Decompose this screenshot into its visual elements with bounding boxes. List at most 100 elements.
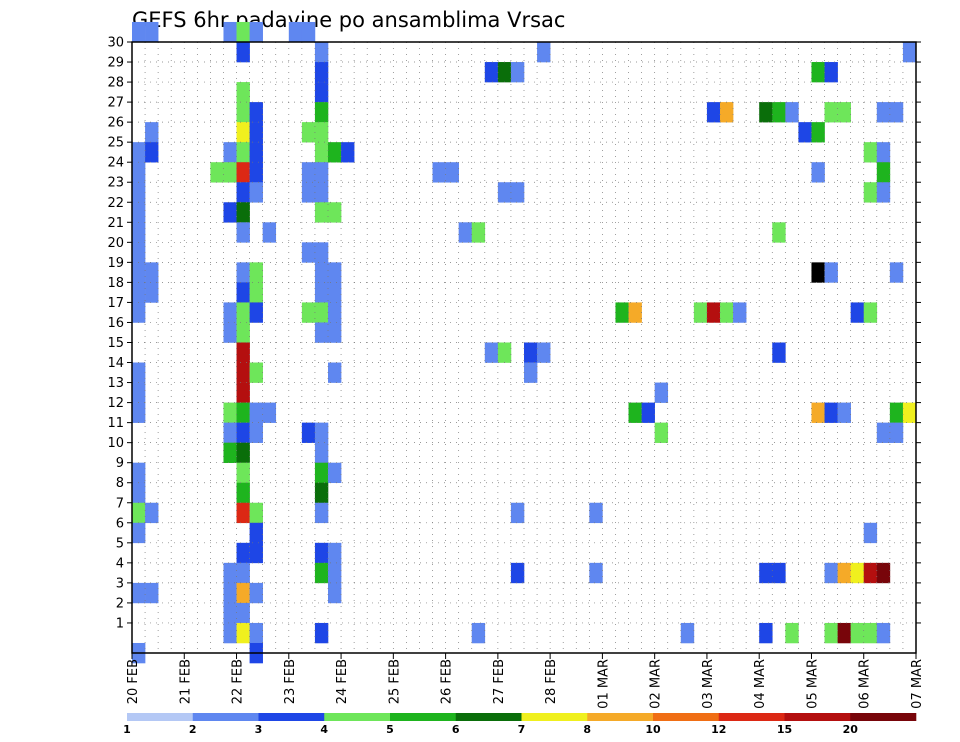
heatmap-cell (132, 502, 146, 524)
heatmap-cell (236, 182, 250, 203)
x-tick-label: 04 MAR (753, 659, 768, 709)
heatmap-cell (759, 102, 773, 123)
heatmap-cell (236, 202, 250, 223)
x-tick-label-group: 26 FEB (440, 659, 455, 704)
colorbar-swatch (850, 713, 917, 721)
heatmap-cell (824, 622, 838, 644)
y-tick-label: 27 (107, 96, 124, 111)
heatmap-cell (132, 202, 146, 223)
heatmap-cell (328, 542, 342, 564)
heatmap-cell (733, 302, 747, 323)
heatmap-cell (876, 142, 891, 163)
heatmap-cell (720, 302, 734, 323)
heatmap-cell (876, 562, 891, 584)
x-tick-label: 22 FEB (231, 659, 246, 704)
colorbar-swatch (127, 713, 194, 721)
colorbar-label: 8 (583, 723, 591, 736)
x-tick-label: 25 FEB (387, 659, 402, 704)
y-tick-label: 4 (116, 556, 124, 571)
heatmap-cell (132, 382, 146, 403)
plot-frame (131, 41, 917, 654)
heatmap-cell (811, 122, 825, 143)
heatmap-cell (223, 622, 237, 644)
heatmap-cell (314, 122, 329, 143)
heatmap-cell (458, 222, 473, 243)
heatmap-cell (328, 142, 342, 163)
heatmap-cell (654, 422, 669, 443)
y-tick-label: 13 (107, 376, 124, 391)
heatmap-cell (223, 442, 237, 463)
heatmap-cell (249, 302, 263, 323)
heatmap-cell (223, 602, 237, 624)
heatmap-cell (236, 402, 250, 423)
colorbar: 1 2 3 4 5 6 7 8 10 12 15 20 (123, 713, 917, 736)
colorbar-swatch (455, 713, 522, 721)
heatmap-cell (328, 282, 342, 303)
heatmap-cells (132, 21, 917, 664)
heatmap-cell (301, 242, 316, 263)
heatmap-cell (876, 162, 891, 183)
heatmap-cell (720, 102, 734, 123)
x-tick-label: 03 MAR (701, 659, 716, 709)
x-tick-label: 26 FEB (440, 659, 455, 704)
heatmap-cell (132, 182, 146, 203)
x-tick-label-group: 05 MAR (805, 659, 820, 709)
heatmap-cell (876, 102, 891, 123)
heatmap-cell (328, 362, 342, 383)
y-tick-label: 2 (116, 596, 124, 611)
heatmap-cell (301, 122, 316, 143)
heatmap-cell (132, 402, 146, 423)
heatmap-cell (811, 62, 825, 83)
x-tick-label: 06 MAR (858, 659, 873, 709)
heatmap-cell (850, 562, 865, 584)
x-tick-label-group: 24 FEB (335, 659, 350, 704)
heatmap-cell (876, 422, 891, 443)
heatmap-cell (145, 142, 159, 163)
x-tick-label-group: 03 MAR (701, 659, 716, 709)
heatmap-cell (615, 302, 629, 323)
heatmap-cell (223, 582, 237, 604)
heatmap-cell (314, 442, 329, 463)
heatmap-cell (236, 42, 250, 63)
y-tick-label: 9 (116, 456, 124, 471)
y-tick-label: 21 (107, 216, 124, 231)
heatmap-cell (236, 422, 250, 443)
y-tick-label: 14 (107, 356, 124, 371)
colorbar-swatch (324, 713, 391, 721)
colorbar-swatch (784, 713, 851, 721)
x-tick-label: 05 MAR (805, 659, 820, 709)
y-tick-label: 26 (107, 116, 124, 131)
heatmap-cell (628, 402, 642, 423)
heatmap-cell (223, 562, 237, 584)
heatmap-cell (262, 402, 277, 423)
heatmap-cell (510, 562, 525, 584)
heatmap-cell (445, 162, 459, 183)
heatmap-cell (301, 162, 316, 183)
heatmap-cell (249, 21, 263, 43)
heatmap-cell (497, 62, 512, 83)
heatmap-cell (314, 202, 329, 223)
heatmap-cell (628, 302, 642, 323)
colorbar-label: 5 (386, 723, 394, 736)
heatmap-cell (314, 162, 329, 183)
x-tick-label-group: 02 MAR (649, 659, 664, 709)
heatmap-cell (223, 402, 237, 423)
heatmap-cell (510, 62, 525, 83)
heatmap-cell (759, 622, 773, 644)
heatmap-cell (249, 362, 263, 383)
y-tick-label: 5 (116, 536, 124, 551)
heatmap-cell (680, 622, 695, 644)
heatmap-cell (850, 302, 865, 323)
heatmap-cell (236, 442, 250, 463)
x-tick-label: 24 FEB (335, 659, 350, 704)
colorbar-label: 2 (189, 723, 197, 736)
heatmap-cell (249, 502, 263, 524)
heatmap-cell (863, 302, 878, 323)
heatmap-cell (236, 302, 250, 323)
heatmap-cell (693, 302, 708, 323)
x-axis: 20 FEB 21 FEB 22 FEB 23 FEB 24 FEB 25 FEB 26 F… (126, 653, 925, 709)
heatmap-cell (902, 402, 917, 423)
heatmap-cell (223, 21, 237, 43)
heatmap-cell (772, 342, 786, 363)
